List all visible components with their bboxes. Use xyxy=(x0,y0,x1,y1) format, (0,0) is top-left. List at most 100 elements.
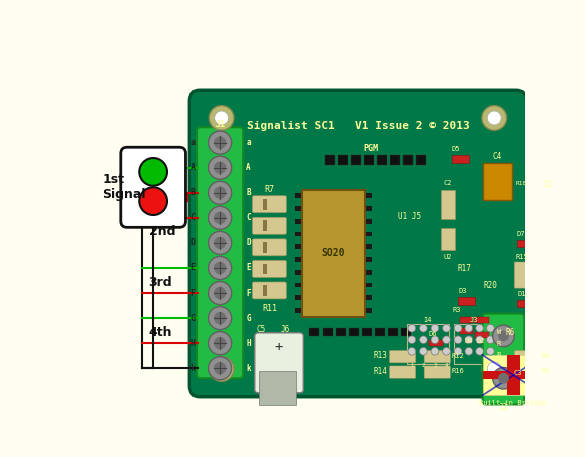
Circle shape xyxy=(209,156,232,179)
Text: R6: R6 xyxy=(505,328,514,336)
Bar xyxy=(351,155,361,165)
Text: R18: R18 xyxy=(515,181,527,186)
FancyBboxPatch shape xyxy=(509,377,545,391)
Text: 2: 2 xyxy=(422,363,425,367)
Bar xyxy=(483,355,544,395)
Bar xyxy=(325,155,335,165)
Circle shape xyxy=(443,324,450,332)
Text: G: G xyxy=(191,314,195,323)
Bar xyxy=(295,244,302,249)
Text: B: B xyxy=(191,188,195,197)
Text: R3: R3 xyxy=(452,308,461,314)
Circle shape xyxy=(209,231,232,255)
Circle shape xyxy=(419,347,427,355)
Circle shape xyxy=(487,347,494,355)
Circle shape xyxy=(214,237,226,249)
Bar xyxy=(263,199,267,210)
Circle shape xyxy=(454,336,462,344)
Text: C1: C1 xyxy=(543,180,553,189)
Text: U1 J5: U1 J5 xyxy=(398,212,421,221)
Text: R16: R16 xyxy=(452,368,464,374)
Circle shape xyxy=(139,158,167,186)
FancyBboxPatch shape xyxy=(253,239,286,256)
Circle shape xyxy=(408,347,416,355)
Text: k: k xyxy=(246,364,251,373)
Bar xyxy=(483,371,544,379)
Circle shape xyxy=(214,137,226,149)
FancyBboxPatch shape xyxy=(424,366,450,378)
Bar xyxy=(460,317,473,323)
FancyBboxPatch shape xyxy=(253,260,286,277)
FancyBboxPatch shape xyxy=(253,282,286,299)
Circle shape xyxy=(487,336,494,344)
Bar xyxy=(441,228,455,250)
Text: R14: R14 xyxy=(373,367,387,376)
Circle shape xyxy=(487,362,501,376)
Circle shape xyxy=(465,324,473,332)
FancyBboxPatch shape xyxy=(190,90,526,397)
FancyBboxPatch shape xyxy=(253,218,286,234)
Bar xyxy=(263,285,267,296)
Text: +: + xyxy=(274,340,283,355)
Circle shape xyxy=(209,356,234,381)
FancyBboxPatch shape xyxy=(483,314,524,404)
Circle shape xyxy=(487,324,494,332)
Text: Built in Britain: Built in Britain xyxy=(480,400,548,406)
Text: 3rd: 3rd xyxy=(149,276,172,288)
Text: J1: J1 xyxy=(215,120,225,128)
Circle shape xyxy=(214,262,226,274)
Bar xyxy=(295,219,302,223)
Circle shape xyxy=(493,367,514,389)
Bar xyxy=(322,328,332,336)
Text: U2: U2 xyxy=(444,254,452,260)
Text: H: H xyxy=(191,339,195,348)
Text: a: a xyxy=(246,138,251,147)
Text: C: C xyxy=(246,213,251,222)
Bar xyxy=(404,155,414,165)
Text: a: a xyxy=(191,138,195,147)
FancyBboxPatch shape xyxy=(514,262,528,288)
Bar xyxy=(362,328,372,336)
Circle shape xyxy=(443,347,450,355)
Circle shape xyxy=(482,106,507,130)
Text: D1: D1 xyxy=(517,291,526,298)
Text: C3: C3 xyxy=(513,370,522,376)
Circle shape xyxy=(214,287,226,299)
Circle shape xyxy=(465,347,473,355)
Bar xyxy=(429,340,443,346)
Text: D5: D5 xyxy=(452,146,460,152)
Bar xyxy=(388,328,398,336)
Text: 3: 3 xyxy=(433,363,436,367)
Bar xyxy=(365,206,372,211)
Circle shape xyxy=(215,362,229,376)
Circle shape xyxy=(215,111,229,125)
Bar xyxy=(475,332,489,338)
Bar xyxy=(295,283,302,287)
Text: C2: C2 xyxy=(444,181,452,186)
Circle shape xyxy=(419,336,427,344)
Text: 1st
Signal: 1st Signal xyxy=(102,172,146,201)
Text: D3: D3 xyxy=(458,288,467,294)
Text: D6: D6 xyxy=(429,331,438,337)
Text: A: A xyxy=(191,163,195,172)
Bar xyxy=(302,190,365,317)
Circle shape xyxy=(209,332,232,355)
Bar xyxy=(295,206,302,211)
Bar xyxy=(365,232,372,236)
FancyBboxPatch shape xyxy=(514,366,541,378)
Text: J6: J6 xyxy=(281,325,290,334)
Text: J2: J2 xyxy=(499,403,508,412)
Text: D7: D7 xyxy=(517,231,525,237)
FancyBboxPatch shape xyxy=(253,196,286,213)
FancyBboxPatch shape xyxy=(390,366,416,378)
Bar xyxy=(507,355,519,395)
Bar xyxy=(365,193,372,198)
Bar xyxy=(349,328,359,336)
Circle shape xyxy=(493,325,514,347)
Circle shape xyxy=(209,282,232,304)
Bar xyxy=(483,163,512,200)
Circle shape xyxy=(214,161,226,174)
Text: R12: R12 xyxy=(452,353,464,359)
Circle shape xyxy=(209,256,232,280)
Bar xyxy=(375,328,385,336)
